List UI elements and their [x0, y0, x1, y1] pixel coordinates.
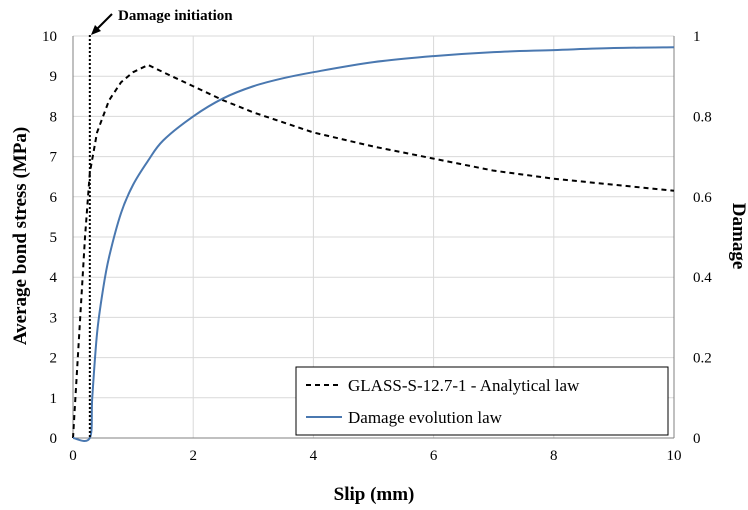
y2-tick-label: 0: [693, 431, 701, 447]
legend: GLASS-S-12.7-1 - Analytical law Damage e…: [295, 366, 669, 436]
tick-labels: 0 2 4 6 8 10 0 1 2 3 4 5 6 7 8 9 10 0 0.2 0.4 0.6 0.8 1: [42, 29, 712, 464]
legend-label-analytical: GLASS-S-12.7-1 - Analytical law: [348, 376, 580, 395]
y-axis-title: Average bond stress (MPa): [10, 127, 31, 345]
y2-tick-label: 1: [693, 29, 701, 45]
y-tick-label: 1: [50, 391, 58, 407]
series-lines: [72, 46, 675, 442]
y-tick-label: 8: [50, 109, 58, 125]
series-line-damage: [72, 46, 675, 442]
x-tick-label: 8: [550, 448, 558, 464]
legend-label-damage: Damage evolution law: [348, 408, 503, 427]
series-line-analytical: [72, 63, 675, 439]
legend-box: [295, 366, 669, 436]
axes: [72, 36, 675, 439]
damage-initiation-annotation: Damage initiation: [88, 8, 233, 438]
y-tick-label: 4: [50, 270, 58, 286]
y-tick-label: 9: [50, 69, 58, 85]
y2-tick-label: 0.8: [693, 109, 712, 125]
x-tick-label: 2: [189, 448, 197, 464]
x-tick-label: 0: [69, 448, 77, 464]
x-axis-title: Slip (mm): [334, 484, 415, 505]
y2-tick-label: 0.2: [693, 351, 712, 367]
x-tick-label: 4: [310, 448, 318, 464]
x-tick-label: 6: [430, 448, 438, 464]
damage-initiation-arrowhead: [91, 25, 101, 35]
y-tick-label: 7: [50, 150, 58, 166]
y-tick-label: 10: [42, 29, 57, 45]
y-tick-label: 5: [50, 230, 58, 246]
y-tick-label: 3: [50, 310, 58, 326]
y2-tick-label: 0.4: [693, 270, 712, 286]
y2-tick-label: 0.6: [693, 190, 712, 206]
x-tick-label: 10: [667, 448, 682, 464]
y-tick-label: 0: [50, 431, 58, 447]
y2-axis-title: Damage: [728, 203, 748, 269]
y-tick-label: 6: [50, 190, 58, 206]
damage-initiation-label: Damage initiation: [118, 8, 233, 24]
y-tick-label: 2: [50, 351, 58, 367]
